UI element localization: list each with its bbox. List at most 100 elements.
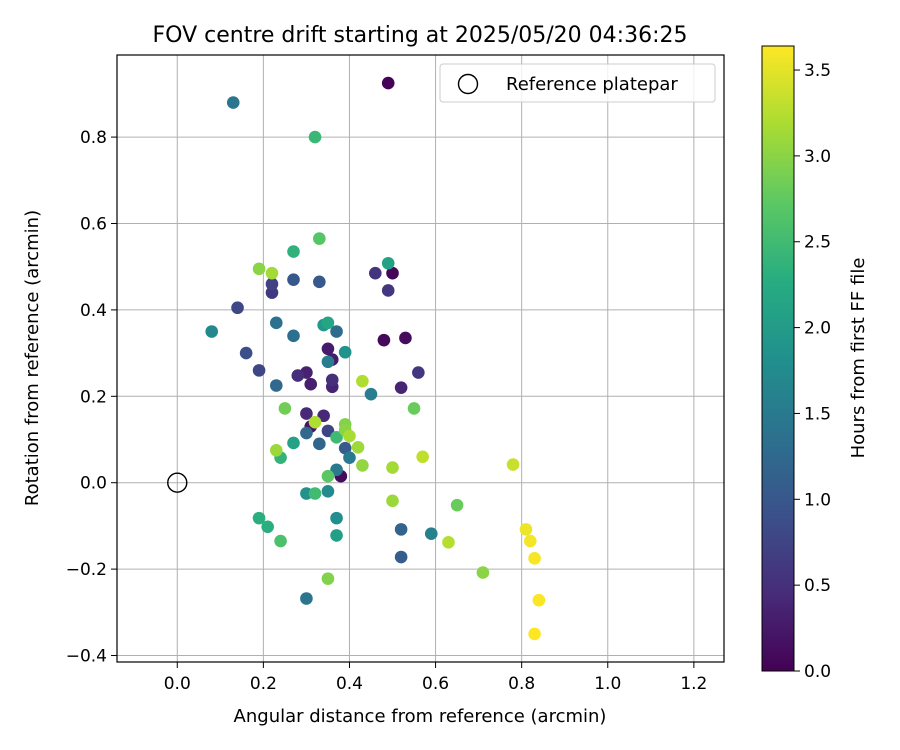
- plot-frame: [116, 54, 725, 663]
- data-point: [450, 498, 464, 512]
- y-tick-label: 0.6: [80, 214, 107, 234]
- data-point: [287, 329, 300, 343]
- y-tick-label: 0.0: [80, 474, 107, 494]
- data-point: [269, 316, 283, 330]
- data-point: [381, 284, 395, 297]
- colorbar-tick-label: 0.5: [804, 576, 831, 596]
- colorbar-tick-label: 3.5: [804, 61, 831, 81]
- y-axis-label: Rotation from reference (arcmin): [22, 210, 43, 506]
- y-tick-label: −0.4: [66, 647, 107, 667]
- x-tick-label: 0.0: [164, 674, 191, 694]
- data-point: [381, 256, 395, 270]
- y-axis-ticks: −0.4 −0.2 0.0 0.2 0.4 0.6 0.8: [66, 128, 117, 667]
- data-point: [308, 130, 322, 144]
- data-point: [226, 96, 240, 109]
- data-point: [386, 494, 399, 508]
- data-point: [356, 374, 369, 388]
- data-point: [300, 426, 313, 440]
- data-point: [351, 440, 365, 454]
- reference-marker-layer: [167, 472, 188, 493]
- x-tick-label: 1.2: [680, 674, 707, 694]
- colorbar-ticks: 0.0 0.5 1.0 1.5 2.0 2.5 3.0 3.5: [794, 61, 831, 682]
- data-point: [239, 346, 253, 360]
- colorbar-tick-label: 2.5: [804, 233, 831, 253]
- data-point: [321, 485, 335, 498]
- data-point: [287, 436, 300, 450]
- chart-title: FOV centre drift starting at 2025/05/20 …: [153, 23, 688, 48]
- legend-box: [439, 63, 716, 103]
- data-point: [407, 402, 421, 415]
- data-point: [442, 536, 455, 549]
- data-point: [278, 402, 292, 415]
- data-point: [338, 441, 352, 455]
- data-point: [381, 76, 395, 90]
- data-point: [308, 415, 322, 429]
- x-tick-label: 0.6: [422, 674, 449, 694]
- x-tick-label: 0.4: [336, 674, 363, 694]
- colorbar-label: Hours from first FF file: [848, 258, 869, 459]
- data-point: [532, 593, 546, 607]
- x-tick-label: 0.2: [250, 674, 277, 694]
- x-tick-label: 0.8: [508, 674, 535, 694]
- data-point: [304, 377, 318, 391]
- colorbar-tick-label: 2.0: [804, 319, 831, 339]
- data-point: [321, 342, 335, 356]
- data-point: [261, 520, 274, 534]
- grid: [117, 55, 724, 662]
- data-point: [287, 245, 300, 258]
- data-point: [325, 373, 339, 387]
- data-point: [356, 459, 369, 472]
- legend: Reference platepar: [439, 63, 716, 103]
- data-point: [269, 379, 283, 392]
- data-point: [330, 463, 343, 477]
- data-point: [528, 627, 541, 641]
- x-tick-label: 1.0: [594, 674, 621, 694]
- data-point: [343, 451, 356, 464]
- data-point: [506, 458, 520, 471]
- data-point: [330, 325, 343, 338]
- colorbar-gradient: [761, 45, 795, 672]
- data-point: [394, 523, 408, 536]
- data-point: [313, 275, 326, 289]
- data-point: [377, 333, 391, 347]
- data-point: [330, 431, 343, 444]
- data-point: [412, 366, 425, 379]
- reference-marker: [167, 472, 188, 493]
- data-point: [386, 461, 399, 474]
- data-point: [313, 437, 326, 451]
- data-point: [368, 266, 382, 280]
- data-point: [265, 277, 279, 291]
- data-point: [252, 511, 266, 525]
- data-point: [291, 369, 305, 382]
- colorbar-tick-label: 3.0: [804, 147, 831, 167]
- data-point: [321, 355, 335, 369]
- data-point: [300, 407, 313, 420]
- y-tick-label: 0.2: [80, 387, 107, 407]
- data-point: [330, 529, 343, 542]
- data-point: [313, 232, 326, 245]
- data-point: [317, 409, 330, 423]
- data-point: [416, 450, 429, 464]
- y-tick-label: 0.4: [80, 301, 107, 321]
- data-point: [343, 429, 356, 443]
- data-point: [265, 266, 279, 280]
- y-tick-label: −0.2: [66, 560, 107, 580]
- data-point: [300, 487, 313, 500]
- x-axis-ticks: 0.0 0.2 0.4 0.6 0.8 1.0 1.2: [164, 662, 707, 694]
- data-point: [394, 381, 408, 394]
- data-point: [330, 511, 343, 525]
- data-point: [205, 325, 219, 338]
- data-point: [321, 424, 335, 438]
- colorbar-tick-label: 0.0: [804, 662, 831, 682]
- data-points: [205, 76, 546, 641]
- data-point: [364, 387, 378, 401]
- colorbar-tick-label: 1.0: [804, 490, 831, 510]
- data-point: [523, 534, 537, 548]
- data-point: [321, 572, 335, 585]
- data-point: [308, 487, 322, 500]
- legend-marker: [457, 73, 479, 95]
- colorbar-tick-label: 1.5: [804, 404, 831, 424]
- data-point: [252, 262, 266, 276]
- x-axis-label: Angular distance from reference (arcmin): [234, 706, 607, 727]
